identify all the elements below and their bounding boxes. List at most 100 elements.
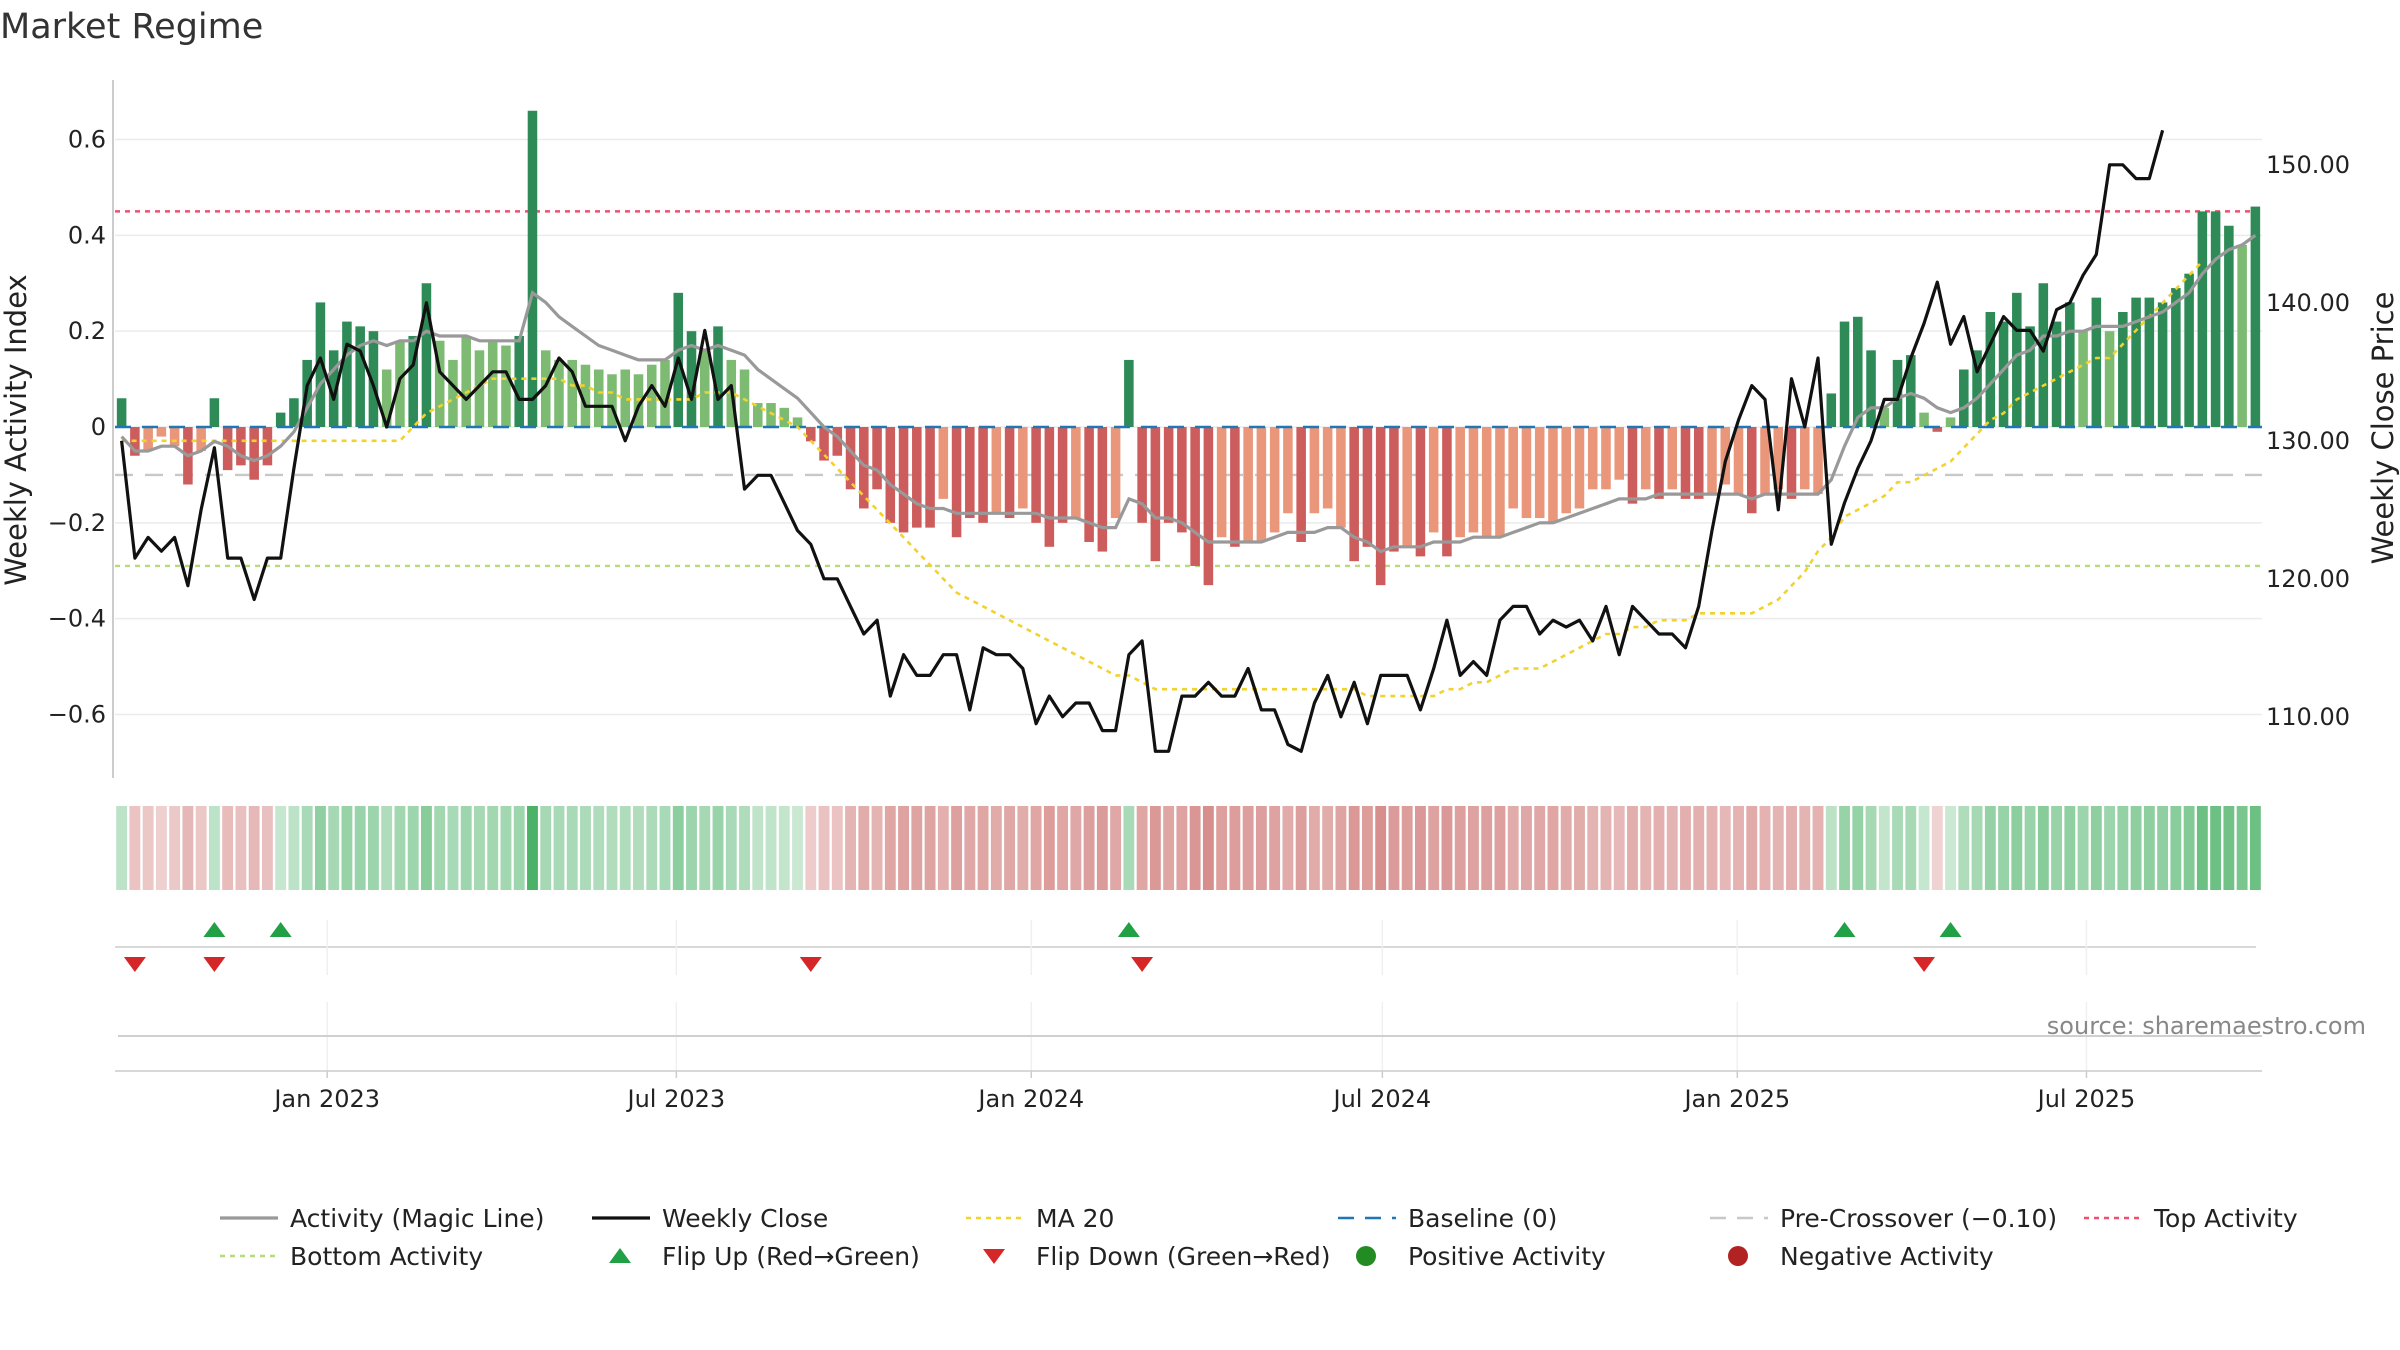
legend-item: Top Activity	[2084, 1204, 2298, 1233]
heat-cell	[1096, 806, 1108, 890]
activity-bar	[1707, 427, 1717, 495]
activity-bar	[262, 427, 273, 466]
legend-label: Top Activity	[2153, 1204, 2298, 1233]
heat-cell	[1507, 806, 1519, 890]
heat-cell	[1070, 806, 1082, 890]
activity-bar	[1892, 359, 1903, 427]
heat-cell	[1719, 806, 1731, 890]
activity-bar	[1813, 427, 1823, 495]
activity-bar	[1190, 427, 1200, 566]
activity-bar	[965, 427, 975, 519]
heat-cell	[1348, 806, 1360, 890]
heat-cell	[619, 806, 631, 890]
legend-item: Weekly Close	[592, 1204, 828, 1233]
activity-bar	[978, 427, 988, 523]
activity-bar	[819, 427, 829, 461]
flip-down-marker	[799, 957, 822, 972]
threshold-lines	[115, 210, 2262, 568]
heat-cell	[1308, 806, 1320, 890]
activity-bar	[143, 427, 153, 451]
activity-bar	[1230, 427, 1240, 547]
activity-bar	[1243, 427, 1253, 542]
activity-bar	[1932, 427, 1943, 432]
legend-label: Activity (Magic Line)	[290, 1204, 544, 1233]
heat-cell	[1388, 806, 1400, 890]
activity-bar	[1866, 350, 1876, 427]
activity-bar	[1640, 427, 1651, 490]
activity-bar	[1561, 427, 1571, 514]
heat-cell	[527, 806, 538, 890]
flip-up-marker	[1833, 922, 1856, 937]
heat-cell	[407, 806, 419, 890]
heat-cell	[1772, 806, 1784, 890]
heat-cell	[1043, 806, 1055, 890]
activity-bar	[1919, 412, 1929, 427]
activity-bar	[2038, 283, 2049, 427]
heat-cell	[752, 806, 764, 890]
heat-cell	[1600, 806, 1612, 890]
heat-cell	[341, 806, 353, 890]
legend-item: Activity (Magic Line)	[220, 1204, 544, 1233]
heat-cell	[2011, 806, 2023, 890]
activity-bar	[660, 359, 670, 427]
activity-bars	[115, 110, 2262, 586]
activity-bar	[1680, 427, 1691, 499]
activity-bar	[2157, 302, 2168, 427]
heat-cell	[1971, 806, 1983, 890]
activity-bar	[580, 364, 591, 427]
heat-cell	[1361, 806, 1373, 890]
y-axis-left-label: Weekly Activity Index	[0, 274, 33, 585]
heat-cell	[765, 806, 777, 890]
activity-bar	[408, 335, 418, 427]
heat-cell	[1574, 806, 1585, 890]
x-tick-label: Jan 2023	[272, 1085, 380, 1113]
activity-bar	[1521, 427, 1532, 519]
heat-cell	[2117, 806, 2129, 890]
activity-bar	[1322, 427, 1333, 509]
activity-bar	[620, 369, 631, 427]
heat-cell	[1945, 806, 1956, 890]
activity-bar	[1627, 427, 1638, 504]
heat-cell	[2090, 806, 2102, 890]
legend-item: MA 20	[966, 1204, 1114, 1233]
heat-cell	[500, 806, 512, 890]
heat-cell	[2210, 806, 2222, 890]
activity-bar	[1031, 427, 1041, 523]
activity-bar	[1601, 427, 1611, 490]
activity-bar	[1760, 427, 1770, 495]
activity-bar	[2012, 292, 2022, 427]
legend-label: Weekly Close	[662, 1204, 828, 1233]
heat-cell	[580, 806, 591, 890]
activity-bar	[912, 427, 922, 528]
flip-up-marker	[1939, 922, 1962, 937]
activity-bar	[1455, 427, 1465, 538]
legend-item: Negative Activity	[1728, 1242, 1994, 1271]
heat-cell	[2249, 806, 2261, 890]
activity-bar	[1389, 427, 1399, 552]
activity-bar	[593, 369, 604, 427]
activity-bar	[2078, 331, 2088, 427]
heat-cell	[1149, 806, 1161, 890]
activity-bar	[1203, 427, 1214, 586]
activity-bar	[2144, 297, 2155, 427]
heat-cell	[368, 806, 379, 890]
activity-bar	[1468, 427, 1479, 533]
legend-swatch	[1728, 1246, 1748, 1266]
heat-cell	[513, 806, 525, 890]
flip-markers-panel	[115, 920, 2256, 975]
activity-bar	[1614, 427, 1624, 480]
heat-cell	[2196, 806, 2208, 890]
activity-bar	[169, 427, 180, 447]
right-y-ticks: 150.00 140.00 130.00 120.00 110.00	[2266, 151, 2350, 731]
heat-cell	[739, 806, 750, 890]
heat-cell	[235, 806, 247, 890]
heat-cell	[2024, 806, 2036, 890]
activity-bar	[885, 427, 896, 523]
heat-cell	[1865, 806, 1877, 890]
heat-cell	[1123, 806, 1135, 890]
legend-item: Baseline (0)	[1338, 1204, 1557, 1233]
activity-bar	[1495, 427, 1505, 538]
x-tick-label: Jul 2025	[2036, 1085, 2136, 1113]
activity-bar	[845, 427, 856, 490]
activity-bar	[2210, 211, 2221, 427]
